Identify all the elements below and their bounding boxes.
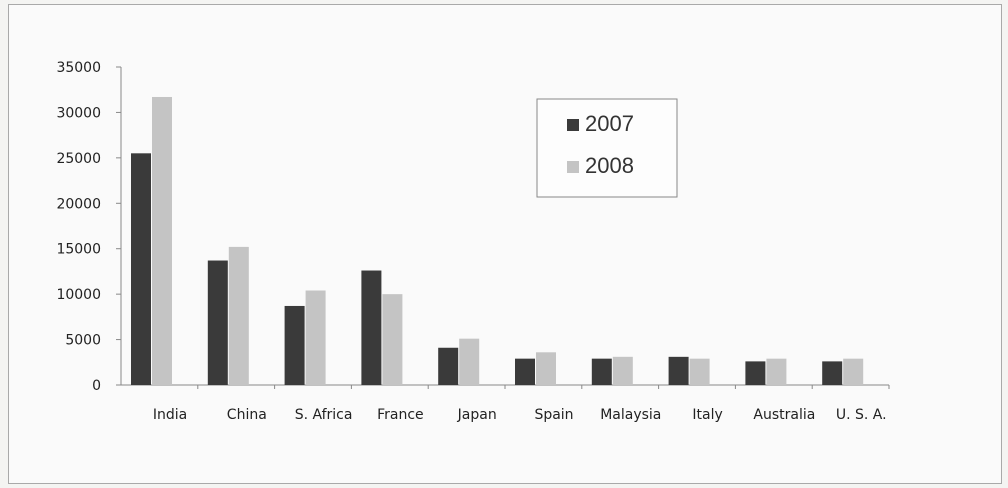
y-tick-label: 10000 xyxy=(56,287,101,303)
legend: 2007 2008 xyxy=(536,98,678,198)
legend-swatch-2007 xyxy=(567,119,579,131)
bar-2008-france xyxy=(382,294,403,385)
category-label: China xyxy=(227,407,267,423)
chart-frame: 0 5000 10000 15000 20000 25000 30000 35000 Indi… xyxy=(8,4,1002,484)
category-label: France xyxy=(377,407,424,423)
y-tick-label: 30000 xyxy=(56,105,101,121)
category-label: Japan xyxy=(457,407,497,423)
bar-2008-japan xyxy=(459,338,480,385)
y-tick-label: 15000 xyxy=(56,242,101,258)
y-tick-label: 35000 xyxy=(56,60,101,76)
bar-2008-usa xyxy=(843,358,864,385)
bar-2007-spain xyxy=(515,358,535,385)
category-label: Australia xyxy=(753,407,815,423)
bar-2008-safrica xyxy=(305,290,326,385)
bar-2007-france xyxy=(361,270,382,385)
y-tick-label: 20000 xyxy=(56,196,101,212)
y-axis: 0 5000 10000 15000 20000 25000 30000 35000 xyxy=(56,60,122,394)
category-label: U. S. A. xyxy=(836,407,887,423)
y-tick-label: 25000 xyxy=(56,151,101,167)
legend-label-2008: 2008 xyxy=(585,153,634,178)
bar-2007-italy xyxy=(668,356,689,385)
category-label: India xyxy=(153,407,187,423)
bar-2007-safrica xyxy=(284,305,305,385)
category-label: Malaysia xyxy=(600,407,661,423)
bar-2007-india xyxy=(131,153,151,385)
legend-box xyxy=(536,98,678,198)
category-label: Italy xyxy=(692,407,722,423)
bar-2008-spain xyxy=(536,352,556,385)
bar-2007-japan xyxy=(438,347,459,385)
category-labels: India China S. Africa France Japan Spain Malay… xyxy=(153,407,887,423)
bar-chart: 0 5000 10000 15000 20000 25000 30000 35000 Indi… xyxy=(56,60,890,423)
y-tick-label: 5000 xyxy=(65,333,101,349)
y-tick-label: 0 xyxy=(92,378,101,394)
legend-label-2007: 2007 xyxy=(585,111,634,136)
x-axis xyxy=(121,384,890,389)
bar-2007-china xyxy=(207,260,228,385)
bar-2007-usa xyxy=(822,361,843,385)
bar-2008-italy xyxy=(689,358,710,385)
bar-2008-australia xyxy=(766,358,787,385)
legend-swatch-2008 xyxy=(567,161,579,173)
bar-2007-australia xyxy=(745,361,766,385)
bars xyxy=(131,96,864,386)
bar-2007-malaysia xyxy=(591,358,612,385)
bar-2008-china xyxy=(228,246,249,385)
category-label: Spain xyxy=(534,407,573,423)
bar-2008-india xyxy=(152,96,172,386)
category-label: S. Africa xyxy=(295,407,353,423)
bar-2008-malaysia xyxy=(612,356,633,385)
